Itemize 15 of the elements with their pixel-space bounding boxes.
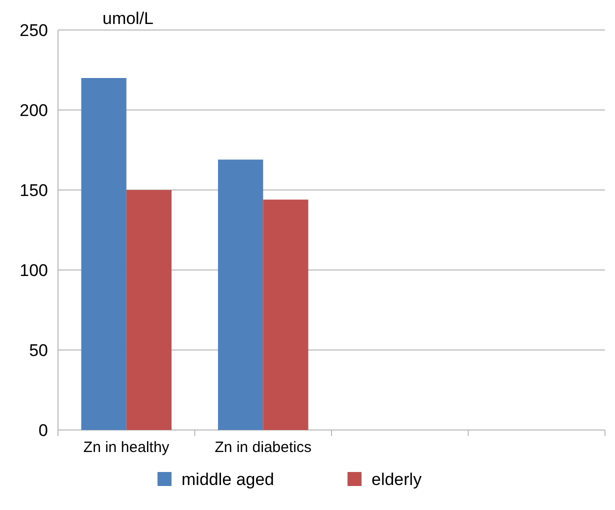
y-tick-label: 100 [20, 260, 48, 280]
legend-label: middle aged [182, 470, 274, 489]
bar [218, 160, 264, 430]
bar [126, 190, 172, 430]
bar [263, 200, 308, 430]
y-axis-title: umol/L [102, 9, 154, 28]
y-tick-label: 0 [38, 420, 48, 440]
y-tick-label: 200 [20, 100, 48, 120]
y-tick-label: 250 [20, 20, 48, 40]
x-tick-label: Zn in diabetics [214, 439, 312, 456]
bar [81, 78, 126, 430]
x-tick-label: Zn in healthy [83, 439, 170, 456]
y-tick-label: 150 [20, 180, 48, 200]
y-tick-label: 50 [29, 340, 48, 360]
legend-label: elderly [372, 470, 422, 489]
